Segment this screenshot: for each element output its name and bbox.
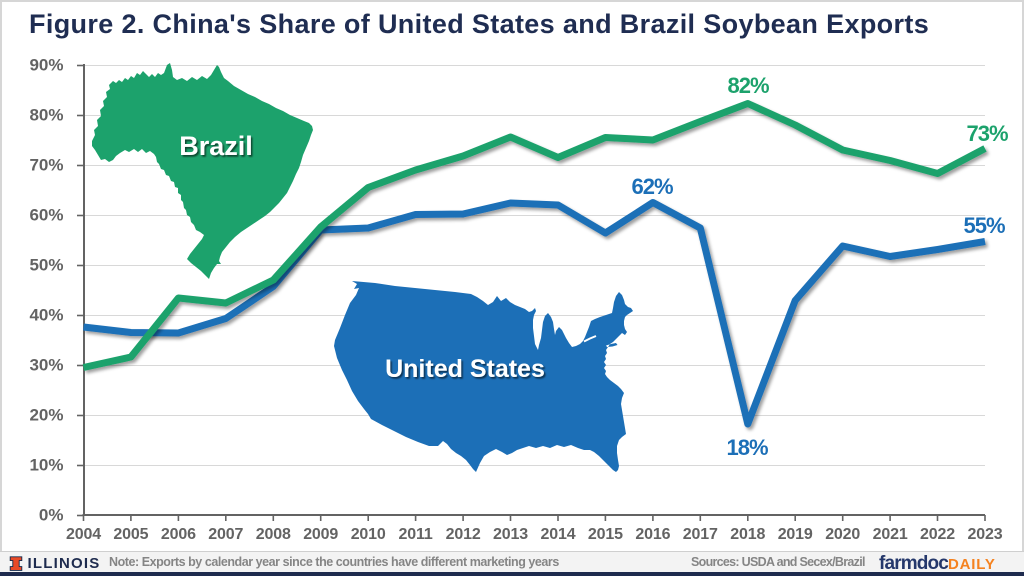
svg-text:82%: 82% bbox=[727, 73, 768, 98]
svg-text:United States: United States bbox=[385, 355, 545, 383]
svg-text:2006: 2006 bbox=[161, 526, 196, 543]
svg-text:2018: 2018 bbox=[730, 526, 765, 543]
svg-text:20%: 20% bbox=[29, 406, 63, 425]
svg-text:90%: 90% bbox=[29, 56, 63, 75]
svg-text:2021: 2021 bbox=[873, 526, 908, 543]
svg-text:18%: 18% bbox=[726, 435, 767, 460]
svg-text:2008: 2008 bbox=[256, 526, 291, 543]
svg-text:2020: 2020 bbox=[825, 526, 860, 543]
svg-text:2007: 2007 bbox=[208, 526, 243, 543]
svg-text:2023: 2023 bbox=[968, 526, 1003, 543]
svg-text:2014: 2014 bbox=[541, 526, 576, 543]
svg-text:60%: 60% bbox=[29, 206, 63, 225]
svg-text:2012: 2012 bbox=[446, 526, 481, 543]
svg-text:30%: 30% bbox=[29, 356, 63, 375]
svg-text:2005: 2005 bbox=[113, 526, 148, 543]
svg-text:2017: 2017 bbox=[683, 526, 718, 543]
svg-text:2004: 2004 bbox=[66, 526, 101, 543]
svg-text:2016: 2016 bbox=[635, 526, 670, 543]
svg-text:2019: 2019 bbox=[778, 526, 813, 543]
svg-text:70%: 70% bbox=[29, 156, 63, 175]
svg-text:0%: 0% bbox=[39, 506, 64, 525]
svg-text:2013: 2013 bbox=[493, 526, 528, 543]
svg-text:2022: 2022 bbox=[920, 526, 955, 543]
svg-text:10%: 10% bbox=[29, 456, 63, 475]
svg-text:50%: 50% bbox=[29, 256, 63, 275]
svg-text:2015: 2015 bbox=[588, 526, 623, 543]
svg-text:73%: 73% bbox=[966, 121, 1007, 146]
svg-text:55%: 55% bbox=[963, 213, 1004, 238]
svg-text:Brazil: Brazil bbox=[179, 131, 253, 161]
svg-text:2009: 2009 bbox=[303, 526, 338, 543]
svg-text:2011: 2011 bbox=[399, 526, 433, 543]
svg-text:62%: 62% bbox=[631, 174, 672, 199]
svg-text:2010: 2010 bbox=[351, 526, 386, 543]
svg-text:80%: 80% bbox=[29, 106, 63, 125]
svg-text:40%: 40% bbox=[29, 306, 63, 325]
